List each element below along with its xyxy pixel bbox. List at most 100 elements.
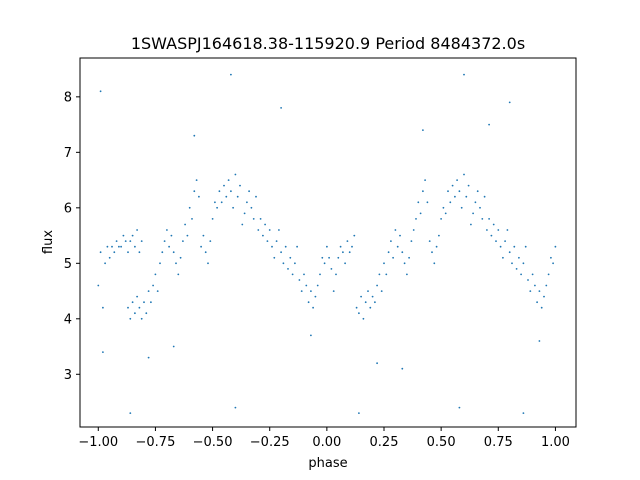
data-point bbox=[250, 206, 253, 209]
data-points bbox=[97, 73, 557, 414]
data-point bbox=[408, 256, 410, 259]
data-point bbox=[479, 206, 481, 209]
data-point bbox=[108, 256, 111, 259]
data-point bbox=[312, 306, 314, 309]
data-point bbox=[351, 245, 353, 248]
data-point bbox=[383, 262, 385, 265]
data-point bbox=[529, 290, 532, 292]
data-point bbox=[438, 234, 440, 237]
data-point bbox=[399, 234, 401, 237]
data-point bbox=[358, 412, 360, 414]
data-point bbox=[195, 179, 198, 182]
data-point bbox=[257, 229, 260, 231]
data-point bbox=[136, 229, 139, 231]
data-point bbox=[534, 284, 536, 287]
data-point bbox=[463, 73, 465, 76]
data-point bbox=[513, 245, 516, 248]
data-point bbox=[536, 301, 538, 304]
data-point bbox=[435, 245, 438, 248]
data-point bbox=[278, 229, 280, 231]
data-point bbox=[449, 201, 452, 204]
data-point bbox=[321, 256, 324, 259]
data-point bbox=[401, 251, 404, 254]
x-axis-ticks: −1.00 −0.75 −0.50 −0.25 0.00 0.25 0.50 0.75 1.00 bbox=[78, 427, 570, 450]
data-point bbox=[182, 240, 184, 243]
data-point bbox=[120, 245, 122, 248]
data-point bbox=[234, 173, 237, 176]
data-point bbox=[552, 262, 554, 265]
data-point bbox=[543, 295, 545, 298]
data-point bbox=[124, 240, 127, 243]
data-point bbox=[198, 195, 200, 198]
data-point bbox=[232, 206, 235, 209]
x-tick-label: 0.25 bbox=[370, 435, 399, 450]
data-point bbox=[129, 317, 132, 320]
y-tick-label: 3 bbox=[64, 368, 72, 383]
data-point bbox=[518, 256, 520, 259]
data-point bbox=[127, 306, 129, 309]
data-point bbox=[396, 245, 399, 248]
data-point bbox=[225, 195, 228, 198]
data-point bbox=[476, 190, 479, 193]
data-point bbox=[472, 212, 474, 215]
data-point bbox=[458, 406, 461, 409]
data-point bbox=[255, 195, 257, 198]
data-point bbox=[99, 90, 102, 93]
data-point bbox=[463, 173, 465, 176]
data-point bbox=[545, 284, 548, 287]
data-point bbox=[554, 245, 557, 248]
data-point bbox=[113, 251, 116, 254]
data-point bbox=[111, 245, 113, 248]
data-point bbox=[314, 295, 317, 298]
data-point bbox=[488, 218, 490, 220]
data-point bbox=[323, 262, 326, 265]
data-point bbox=[218, 190, 221, 193]
data-point bbox=[264, 223, 266, 226]
data-point bbox=[154, 273, 157, 276]
data-point bbox=[380, 290, 383, 292]
data-point bbox=[230, 73, 232, 76]
data-point bbox=[447, 190, 449, 193]
data-point bbox=[369, 306, 372, 309]
data-point bbox=[401, 367, 404, 370]
data-point bbox=[319, 273, 321, 276]
data-point bbox=[394, 229, 397, 231]
data-point bbox=[268, 229, 271, 231]
data-point bbox=[451, 184, 454, 187]
data-point bbox=[140, 317, 143, 320]
data-point bbox=[275, 240, 278, 243]
data-point bbox=[390, 240, 392, 243]
data-point bbox=[486, 229, 488, 231]
data-point bbox=[214, 201, 216, 204]
data-point bbox=[444, 212, 447, 215]
data-point bbox=[376, 284, 378, 287]
data-point bbox=[282, 262, 285, 265]
data-point bbox=[355, 306, 358, 309]
data-point bbox=[161, 251, 164, 254]
data-point bbox=[335, 273, 337, 276]
data-point bbox=[177, 273, 180, 276]
data-point bbox=[291, 273, 294, 276]
data-point bbox=[360, 295, 362, 298]
data-point bbox=[328, 256, 330, 259]
data-point bbox=[179, 256, 182, 259]
data-point bbox=[271, 245, 273, 248]
data-point bbox=[540, 306, 543, 309]
data-point bbox=[332, 290, 335, 292]
data-point bbox=[106, 245, 109, 248]
data-point bbox=[147, 290, 150, 292]
data-point bbox=[406, 273, 408, 276]
data-point bbox=[129, 412, 132, 414]
data-point bbox=[499, 245, 502, 248]
x-axis-label: phase bbox=[308, 456, 347, 471]
data-point bbox=[259, 218, 262, 220]
data-point bbox=[172, 345, 175, 348]
data-point bbox=[316, 284, 319, 287]
x-tick-label: 0.50 bbox=[427, 435, 456, 450]
data-point bbox=[310, 290, 312, 292]
y-axis-ticks: 3 4 5 6 7 8 bbox=[64, 90, 80, 383]
data-point bbox=[342, 251, 344, 254]
data-point bbox=[412, 229, 415, 231]
data-point bbox=[547, 273, 550, 276]
data-point bbox=[458, 190, 461, 193]
